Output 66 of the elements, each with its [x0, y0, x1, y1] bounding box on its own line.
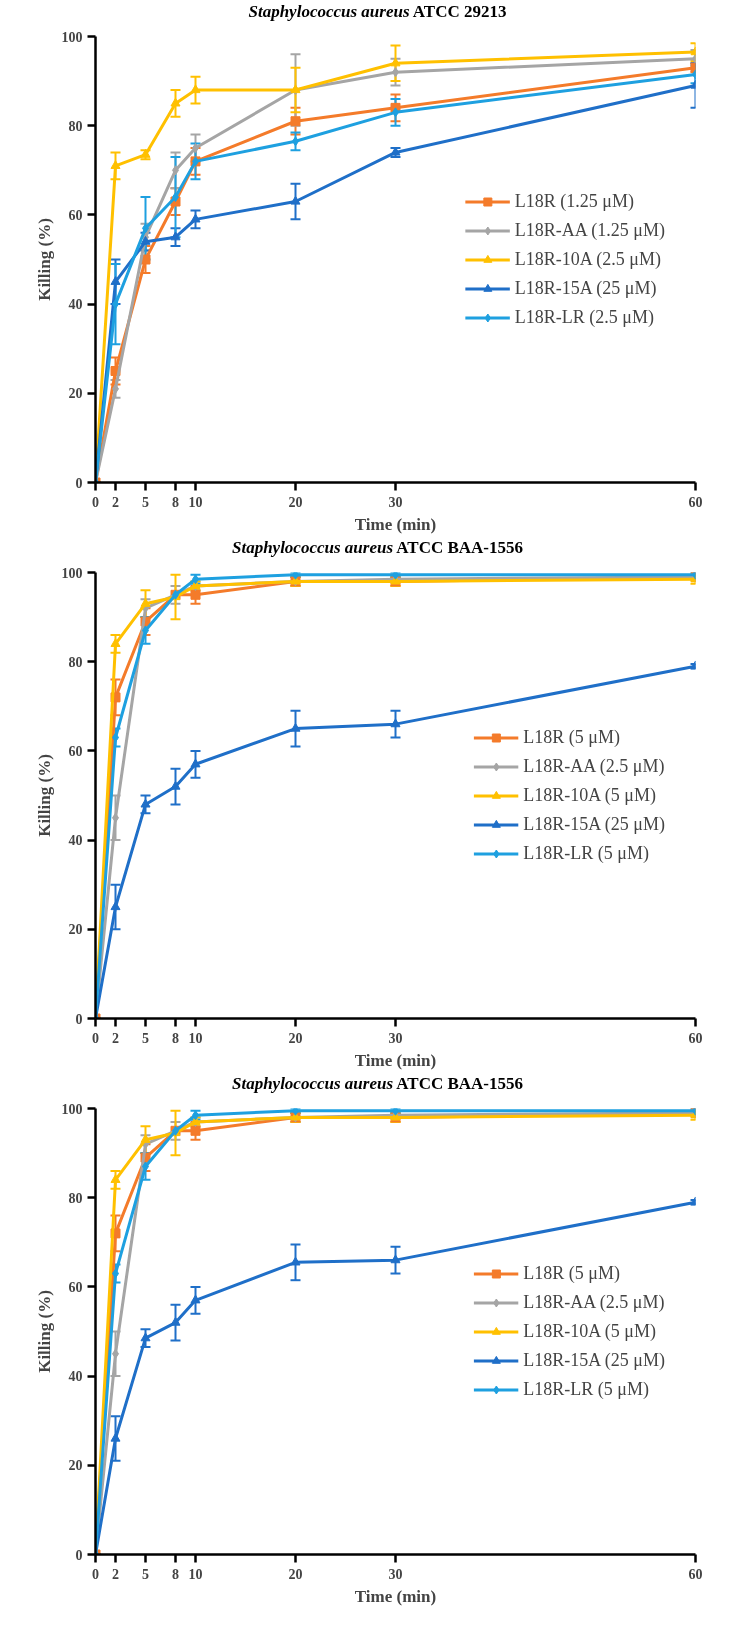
- legend-label: L18R-15A (25 μM): [523, 1349, 665, 1371]
- y-tick-label: 60: [68, 207, 83, 223]
- legend-label: L18R-LR (2.5 μM): [514, 306, 654, 328]
- x-tick-label: 5: [142, 494, 149, 510]
- chart-title: Staphylococcus aureus ATCC BAA-1556: [230, 537, 525, 559]
- legend-label: L18R-AA (1.25 μM): [514, 219, 665, 241]
- x-tick-label: 60: [688, 494, 703, 510]
- x-axis-title: Time (min): [354, 514, 437, 534]
- y-tick-label: 100: [61, 1101, 83, 1117]
- y-tick-label: 80: [68, 1190, 83, 1206]
- x-tick-label: 8: [172, 1030, 179, 1046]
- x-tick-label: 2: [112, 494, 119, 510]
- x-tick-label: 30: [388, 1566, 403, 1582]
- x-tick-label: 5: [142, 1030, 149, 1046]
- legend-label: L18R-AA (2.5 μM): [523, 755, 665, 777]
- legend-label: L18R-AA (2.5 μM): [523, 1291, 665, 1313]
- legend-label: L18R-15A (25 μM): [523, 813, 665, 835]
- x-tick-label: 20: [288, 1566, 303, 1582]
- x-tick-label: 30: [388, 1030, 403, 1046]
- x-tick-label: 10: [188, 494, 203, 510]
- y-tick-label: 60: [68, 1279, 83, 1295]
- x-tick-label: 0: [92, 1030, 99, 1046]
- legend-label: L18R-10A (5 μM): [523, 1320, 656, 1342]
- y-tick-label: 40: [68, 297, 83, 313]
- x-tick-label: 60: [688, 1030, 703, 1046]
- x-tick-label: 10: [188, 1030, 203, 1046]
- y-tick-label: 80: [68, 118, 83, 134]
- y-axis-title: Killing (%): [34, 754, 54, 837]
- legend-label: L18R-LR (5 μM): [523, 842, 649, 864]
- y-tick-label: 100: [61, 29, 83, 45]
- x-tick-label: 60: [688, 1566, 703, 1582]
- chart-title: Staphylococcus aureus ATCC BAA-1556: [230, 1073, 525, 1095]
- legend-label: L18R (5 μM): [523, 726, 620, 748]
- y-tick-label: 0: [75, 475, 83, 491]
- y-tick-label: 40: [68, 1369, 83, 1385]
- chart-title: Staphylococcus aureus ATCC 29213: [247, 1, 508, 23]
- x-tick-label: 0: [92, 494, 99, 510]
- y-tick-label: 20: [68, 1458, 83, 1474]
- x-tick-label: 0: [92, 1566, 99, 1582]
- x-tick-label: 20: [288, 1030, 303, 1046]
- x-tick-label: 2: [112, 1566, 119, 1582]
- x-axis-title: Time (min): [354, 1586, 437, 1606]
- y-tick-label: 100: [61, 565, 83, 581]
- legend-label: L18R-10A (5 μM): [523, 784, 656, 806]
- legend-label: L18R (5 μM): [523, 1262, 620, 1284]
- y-tick-label: 0: [75, 1547, 83, 1563]
- x-tick-label: 30: [388, 494, 403, 510]
- legend-label: L18R-LR (5 μM): [523, 1378, 649, 1400]
- x-tick-label: 20: [288, 494, 303, 510]
- x-tick-label: 8: [172, 494, 179, 510]
- y-tick-label: 40: [68, 833, 83, 849]
- y-tick-label: 80: [68, 654, 83, 670]
- x-tick-label: 5: [142, 1566, 149, 1582]
- legend-label: L18R (1.25 μM): [514, 190, 634, 212]
- y-tick-label: 60: [68, 743, 83, 759]
- legend-label: L18R-15A (25 μM): [514, 277, 657, 299]
- x-tick-label: 8: [172, 1566, 179, 1582]
- y-tick-label: 20: [68, 922, 83, 938]
- y-tick-label: 0: [75, 1011, 83, 1027]
- x-tick-label: 10: [188, 1566, 203, 1582]
- y-axis-title: Killing (%): [34, 1290, 54, 1373]
- x-axis-title: Time (min): [354, 1050, 437, 1070]
- legend-label: L18R-10A (2.5 μM): [514, 248, 661, 270]
- y-tick-label: 20: [68, 386, 83, 402]
- y-axis-title: Killing (%): [34, 218, 54, 301]
- x-tick-label: 2: [112, 1030, 119, 1046]
